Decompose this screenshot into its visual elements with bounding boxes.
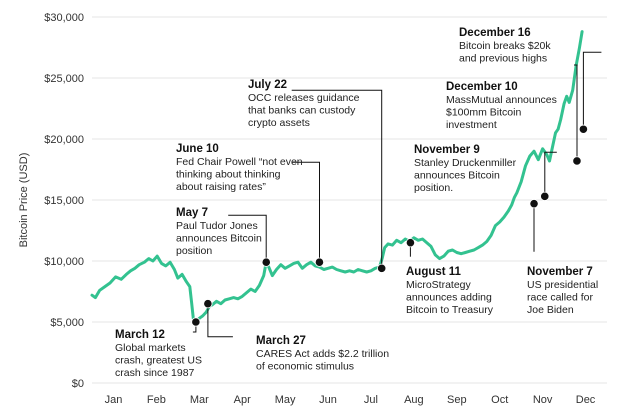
event-title: June 10 [176,143,219,155]
event-dot [405,238,416,248]
event-description: Paul Tudor Jones [176,220,258,232]
event-description: Bitcoin breaks $20k [459,40,551,52]
event-description: MassMutual announces [446,94,557,106]
event-title: November 7 [527,266,593,278]
event-title: March 27 [256,335,306,347]
y-axis-label: Bitcoin Price (USD) [18,153,30,248]
leader-line [582,51,602,130]
event-dot [578,124,588,134]
event-title: May 7 [176,207,208,219]
price-series [90,30,584,324]
event-description: crash since 1987 [115,367,195,379]
event-description: OCC releases guidance [248,92,360,104]
event-title: July 22 [248,79,287,91]
x-axis-ticks: Jan Feb Mar Apr May Jun Jul Aug Sep Oct Nov Dec [105,394,596,406]
event-description: position. [414,182,453,194]
event-description: Global markets [115,342,186,354]
leader-line [291,161,320,263]
event-description: announces adding [406,292,492,304]
event-markers [191,124,588,327]
event-title: November 9 [414,144,480,156]
event-description: Fed Chair Powell “not even [176,156,303,168]
leader-line [228,214,267,263]
y-tick-label: $20,000 [44,134,84,146]
event-dot [377,263,387,273]
leader-line [207,303,233,338]
y-tick-label: $5,000 [50,317,84,329]
event-description: $100mm Bitcoin [446,107,521,119]
event-description: and previous highs [459,53,547,65]
series-line-0 [90,30,584,324]
event-description: CARES Act adds $2.2 trillion [256,348,389,360]
x-tick-label: May [275,394,296,406]
event-description: announces Bitcoin [176,233,262,245]
event-description: position [176,245,212,257]
y-tick-label: $0 [72,378,84,390]
event-dot [540,191,550,201]
x-tick-label: Mar [190,394,209,406]
event-title: August 11 [406,266,462,278]
annotation-leaders [192,51,602,338]
event-description: investment [446,119,497,131]
event-description: race called for [527,292,593,304]
event-dot [314,257,325,267]
event-dot [203,299,213,309]
event-description: that banks can custody [248,105,356,117]
x-tick-label: Jan [105,394,123,406]
event-description: Stanley Druckenmiller [414,157,517,169]
event-description: thinking about thinking [176,169,281,181]
leader-line [544,151,557,197]
event-description: crash, greatest US [115,355,202,367]
leader-line [574,64,578,161]
x-tick-label: Jul [364,394,378,406]
x-tick-label: Jun [319,394,337,406]
x-tick-label: Dec [576,394,596,406]
x-tick-label: Feb [147,394,166,406]
event-description: US presidential [527,279,598,291]
y-axis-ticks: $0 $5,000 $10,000 $15,000 $20,000 $25,000 $30,… [44,12,84,390]
event-description: of economic stimulus [256,361,354,373]
event-dot [261,257,271,267]
y-tick-label: $15,000 [44,195,84,207]
event-dot [529,199,539,209]
x-tick-label: Sep [447,394,467,406]
event-description: announces Bitcoin [414,170,500,182]
event-dot [572,156,582,166]
event-title: March 12 [115,329,165,341]
event-description: Bitcoin to Treasury [406,304,494,316]
event-title: December 16 [459,27,531,39]
y-tick-label: $10,000 [44,256,84,268]
y-tick-label: $25,000 [44,73,84,85]
event-title: December 10 [446,81,518,93]
event-description: Joe Biden [527,304,574,316]
leader-line [291,89,383,269]
event-description: about raising rates” [176,181,266,193]
x-tick-label: Oct [491,394,508,406]
y-tick-label: $30,000 [44,12,84,24]
event-description: crypto assets [248,117,310,129]
event-description: MicroStrategy [406,279,472,291]
x-tick-label: Aug [404,394,424,406]
x-tick-label: Nov [533,394,553,406]
gridlines [92,16,607,384]
x-tick-label: Apr [234,394,251,406]
event-dot [191,317,201,327]
